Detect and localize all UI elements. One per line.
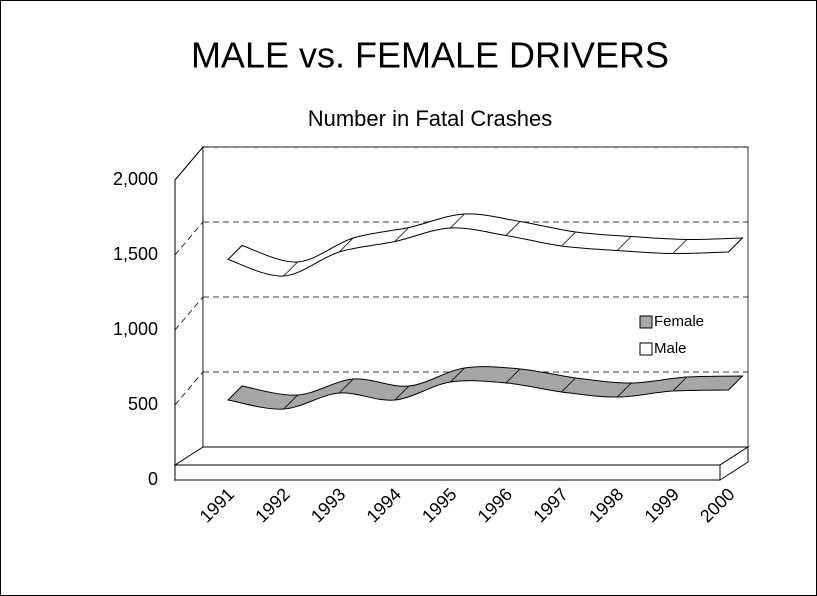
legend-swatch <box>639 342 653 356</box>
ribbon-tick <box>561 231 576 247</box>
ribbon-tick <box>338 237 354 253</box>
legend-swatch <box>639 315 653 329</box>
grid-line-side <box>174 146 204 181</box>
grid-line-side <box>174 221 204 256</box>
ribbon-tick <box>561 377 576 393</box>
ribbon-tick <box>450 367 465 383</box>
ribbon-tick <box>616 236 632 251</box>
y-tick-label: 500 <box>128 394 158 414</box>
ribbon-tick <box>505 368 521 384</box>
ribbon-tick <box>450 213 465 229</box>
y-tick-label: 1,000 <box>113 319 158 339</box>
grid-line-side <box>174 371 204 406</box>
ribbon-tick <box>394 385 410 401</box>
legend-label: Male <box>654 340 687 357</box>
grid-line-side <box>174 296 204 331</box>
ribbon-tick <box>616 382 632 398</box>
legend-label: Female <box>654 313 704 330</box>
chart-subtitle: Number in Fatal Crashes <box>308 106 553 131</box>
floor <box>173 446 750 466</box>
ribbon-tick <box>672 376 688 392</box>
floor-front <box>174 464 721 481</box>
ribbon-tick <box>338 378 354 394</box>
ribbon-tick <box>672 239 688 254</box>
ribbon-tick <box>505 221 521 236</box>
ribbon-tick <box>283 394 298 410</box>
y-tick-label: 1,500 <box>113 244 158 264</box>
floor-side <box>719 446 749 481</box>
y-tick-label: 0 <box>148 469 158 489</box>
y-tick-label: 2,000 <box>113 169 158 189</box>
ribbon-tick <box>394 227 410 242</box>
chart-title: MALE vs. FEMALE DRIVERS <box>191 35 669 76</box>
ribbon-tick <box>283 261 298 277</box>
